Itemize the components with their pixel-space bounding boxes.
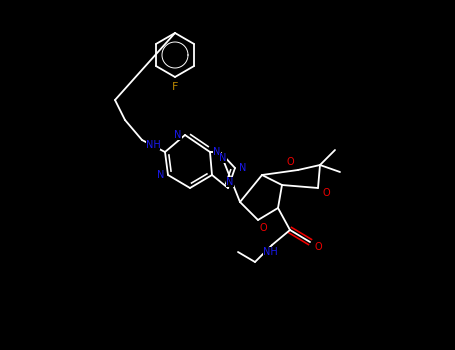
Text: N: N	[219, 153, 227, 163]
Text: NH: NH	[263, 247, 278, 257]
Text: F: F	[172, 82, 178, 92]
Text: O: O	[286, 157, 294, 167]
Text: O: O	[259, 223, 267, 233]
Text: O: O	[314, 242, 322, 252]
Text: N: N	[213, 147, 221, 157]
Text: N: N	[226, 177, 234, 187]
Text: N: N	[157, 170, 165, 180]
Text: NH: NH	[146, 140, 160, 150]
Text: N: N	[239, 163, 247, 173]
Text: O: O	[322, 188, 330, 198]
Text: N: N	[174, 130, 182, 140]
